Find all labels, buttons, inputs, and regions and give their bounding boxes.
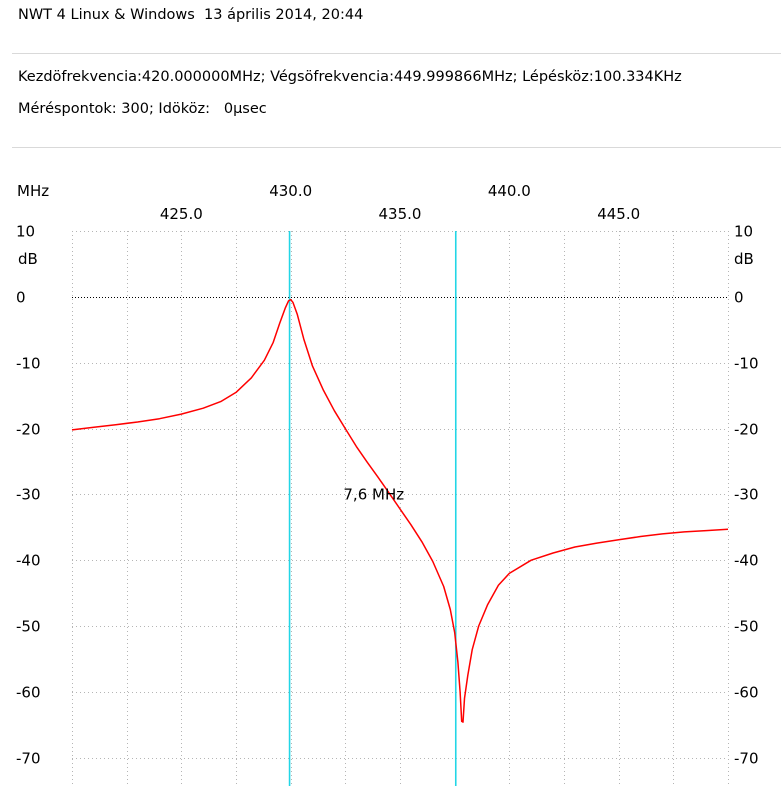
x-axis-unit-label: MHz [17, 182, 49, 200]
y-tick-label-right: -20 [734, 421, 759, 439]
annotations: 7,6 MHz [343, 485, 404, 503]
y-tick-label-left: 10 [16, 223, 35, 241]
y-tick-label-left: -30 [16, 486, 41, 504]
y-tick-label-right: 0 [734, 289, 744, 307]
header-divider [12, 53, 781, 54]
trace-layer [71, 298, 729, 723]
y-tick-label-right: 10 [734, 223, 753, 241]
window-title: NWT 4 Linux & Windows 13 április 2014, 2… [18, 7, 364, 23]
y-tick-label-left: -70 [16, 750, 41, 768]
y-tick-label-right: -30 [734, 486, 759, 504]
x-tick-label-bottom: 425.0 [160, 205, 203, 223]
x-tick-label-bottom: 435.0 [379, 205, 422, 223]
y-tick-label-left: -40 [16, 552, 41, 570]
y-tick-label-right: -40 [734, 552, 759, 570]
x-tick-label-top: 430.0 [269, 182, 312, 200]
y-tick-label-left: -10 [16, 355, 41, 373]
y-tick-label-left: -60 [16, 684, 41, 702]
y-tick-label-left: -20 [16, 421, 41, 439]
y-axis-unit-label-right: dB [734, 250, 754, 268]
y-tick-label-right: -50 [734, 618, 759, 636]
y-tick-label-right: -10 [734, 355, 759, 373]
tick-labels: 10 10 0 0 -10 -10 -20 -20 -30 -30 -40 -40 -50 -50 -60 -… [16, 182, 759, 768]
y-axis-unit-label-left: dB [18, 250, 38, 268]
parameters-divider [12, 147, 781, 148]
measurement-parameters: Méréspontok: 300; Idököz: 0µsec [18, 101, 267, 117]
frequency-parameters: Kezdöfrekvencia:420.000000MHz; Végsöfrek… [18, 69, 682, 85]
x-tick-label-top: 440.0 [488, 182, 531, 200]
y-tick-label-right: -70 [734, 750, 759, 768]
marker-delta-label: 7,6 MHz [343, 485, 404, 503]
x-tick-label-bottom: 445.0 [597, 205, 640, 223]
y-tick-label-left: -50 [16, 618, 41, 636]
y-tick-label-left: 0 [16, 289, 26, 307]
frequency-markers [288, 231, 457, 786]
response-trace [71, 298, 729, 723]
y-tick-label-right: -60 [734, 684, 759, 702]
axis-labels: MHz dB dB [17, 182, 754, 268]
